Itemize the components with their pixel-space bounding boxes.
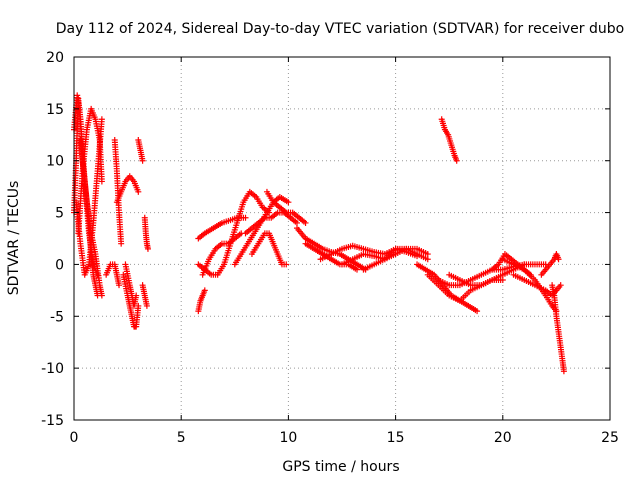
x-axis-title: GPS time / hours xyxy=(282,459,399,475)
data-point xyxy=(242,214,249,221)
x-tick-label: 25 xyxy=(601,430,619,446)
data-point xyxy=(555,256,562,263)
data-point xyxy=(474,308,481,315)
axis-ticks: 0 5 10 15 20 25 -15 -10 -5 0 5 10 15 20 xyxy=(41,50,619,446)
y-tick-label: -15 xyxy=(41,413,64,429)
data-point xyxy=(94,292,101,299)
data-point xyxy=(453,157,460,164)
data-point xyxy=(139,157,146,164)
y-tick-label: 10 xyxy=(46,154,64,170)
x-tick-label: 0 xyxy=(70,430,79,446)
x-tick-label: 10 xyxy=(279,430,297,446)
x-tick-label: 5 xyxy=(177,430,186,446)
data-points xyxy=(71,92,567,375)
data-point xyxy=(98,178,105,185)
data-point xyxy=(354,266,361,273)
data-point xyxy=(424,256,431,263)
data-point xyxy=(557,282,564,289)
y-axis-title: SDTVAR / TECUs xyxy=(6,181,22,296)
data-point xyxy=(144,245,151,252)
x-tick-label: 15 xyxy=(387,430,405,446)
data-point xyxy=(133,292,140,299)
data-point xyxy=(285,199,292,206)
data-point xyxy=(116,282,123,289)
y-tick-label: -5 xyxy=(50,309,64,325)
data-point xyxy=(135,188,142,195)
data-point xyxy=(98,116,105,123)
y-tick-label: 15 xyxy=(46,102,64,118)
x-tick-label: 20 xyxy=(494,430,512,446)
data-point xyxy=(293,219,300,226)
plot-frame xyxy=(73,56,611,421)
y-tick-label: 20 xyxy=(46,50,64,66)
data-point xyxy=(424,251,431,258)
data-point xyxy=(560,368,567,375)
data-point xyxy=(302,219,309,226)
y-tick-label: 5 xyxy=(55,206,64,222)
data-point xyxy=(201,287,208,294)
grid-lines xyxy=(74,57,610,420)
y-tick-label: -10 xyxy=(41,361,64,377)
data-point xyxy=(283,261,290,268)
data-point xyxy=(499,276,506,283)
y-tick-label: 0 xyxy=(55,257,64,273)
chart-title: Day 112 of 2024, Sidereal Day-to-day VTE… xyxy=(56,21,624,37)
data-point xyxy=(143,302,150,309)
data-point xyxy=(118,240,125,247)
